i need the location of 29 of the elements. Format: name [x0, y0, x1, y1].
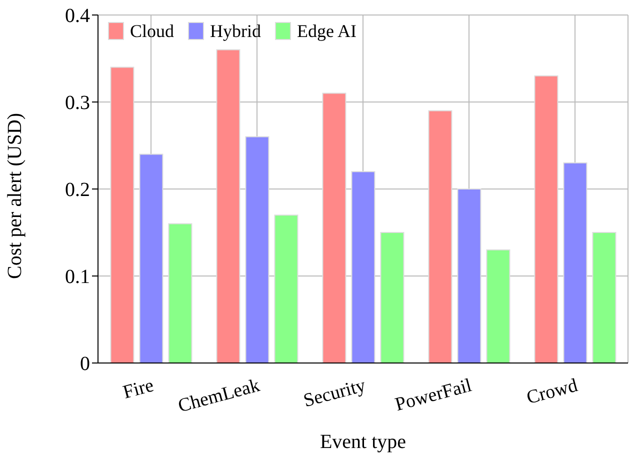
- y-tick-label: 0.2: [65, 179, 90, 202]
- bar: [245, 136, 270, 363]
- x-tick-label: Crowd: [524, 374, 580, 409]
- bar: [457, 188, 482, 363]
- y-tick-label: 0.4: [65, 5, 90, 28]
- x-tick-label: ChemLeak: [176, 374, 262, 417]
- y-tick-label: 0.3: [65, 92, 90, 114]
- bar: [274, 214, 298, 363]
- bar: [563, 162, 588, 363]
- legend-label: Cloud: [130, 20, 174, 42]
- bar: [534, 75, 558, 363]
- bar: [322, 92, 346, 363]
- legend-label: Hybrid: [210, 20, 262, 42]
- x-tick-label: Fire: [120, 375, 156, 404]
- bar: [168, 223, 192, 363]
- bar: [110, 66, 134, 363]
- bar: [351, 171, 376, 363]
- bar: [592, 232, 616, 363]
- x-tick-label: Security: [301, 374, 368, 412]
- bar: [428, 110, 452, 363]
- bar: [216, 49, 240, 363]
- y-tick-label: 0.1: [65, 266, 90, 288]
- y-tick-label: 0: [80, 353, 90, 376]
- y-axis-title: Cost per alert (USD): [4, 112, 26, 279]
- x-axis-title: Event type: [320, 431, 406, 453]
- legend-label: Edge AI: [297, 20, 356, 42]
- bar: [380, 232, 404, 363]
- bar: [139, 154, 164, 363]
- bar: [486, 249, 510, 363]
